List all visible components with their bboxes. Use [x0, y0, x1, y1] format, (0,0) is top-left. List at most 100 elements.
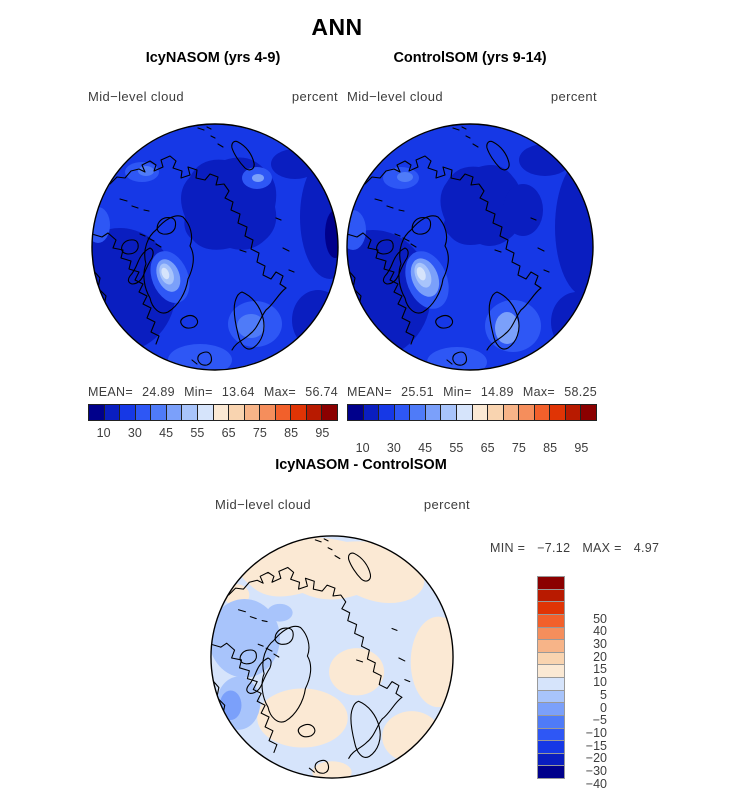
panel-title-icynasom: IcyNASOM (yrs 4-9)	[145, 50, 281, 66]
colorbar-segment	[166, 405, 183, 420]
colorbar-segment	[538, 614, 564, 628]
colorbar-segment	[425, 405, 442, 420]
dark-cloud-region-right-edge	[555, 157, 593, 297]
tick-label: 75	[252, 426, 267, 440]
label-row-right: Mid−level cloud percent	[347, 89, 597, 104]
light-cloud-bottom-center	[427, 347, 487, 370]
colorbar-segment	[538, 766, 564, 778]
tick-label: 95	[315, 426, 330, 440]
tick-label: 5	[600, 687, 607, 702]
negative-diff-region-beaufort	[211, 598, 280, 678]
colorbar-segment	[104, 405, 121, 420]
colorbar-difference	[537, 576, 565, 779]
tick-label: 95	[574, 441, 589, 455]
colorbar-segment	[538, 741, 564, 754]
panel-title-difference: IcyNASOM - ControlSOM	[275, 457, 447, 473]
colorbar-segment	[456, 405, 473, 420]
positive-diff-region-top	[237, 537, 425, 604]
colorbar-segment	[550, 405, 566, 420]
stats-row-icynasom: MEAN= 24.89 Min= 13.64 Max= 56.74	[88, 385, 338, 399]
tick-label: 75	[511, 441, 526, 455]
tick-label: 10	[593, 675, 607, 690]
field-label: Mid−level cloud	[88, 89, 184, 104]
colorbar-segment	[538, 640, 564, 653]
positive-diff-region-center	[329, 648, 385, 696]
units-label: percent	[423, 497, 470, 512]
icynasom-map	[91, 123, 339, 371]
difference-map	[210, 535, 454, 779]
map-outline	[210, 535, 454, 779]
tick-label: 20	[593, 649, 607, 664]
colorbar-segment	[538, 652, 564, 666]
tick-label: 0	[600, 700, 607, 715]
tick-label: −15	[585, 738, 607, 753]
colorbar-segment	[538, 602, 564, 615]
colorbar-segment	[291, 405, 307, 420]
dark-cloud-region-north-america	[347, 230, 431, 358]
colorbar-segment	[379, 405, 395, 420]
colorbar-segment	[275, 405, 292, 420]
positive-diff-region-bottom-right	[382, 711, 442, 763]
tick-label: 55	[449, 441, 464, 455]
tick-label: −40	[585, 776, 607, 788]
colorbar-segment	[538, 627, 564, 641]
colorbar-segment	[538, 589, 564, 603]
dark-cloud-region-north-america	[92, 228, 176, 352]
colorbar-segment	[410, 405, 426, 420]
field-label: Mid−level cloud	[347, 89, 443, 104]
panel-title-controlsom: ControlSOM (yrs 9-14)	[393, 50, 547, 66]
max-label: Max=	[263, 385, 297, 399]
mean-value: 24.89	[142, 385, 175, 399]
tick-label: 85	[284, 426, 299, 440]
colorbar-segment	[534, 405, 551, 420]
tick-label: 30	[593, 637, 607, 652]
colorbar-segment	[120, 405, 136, 420]
min-label: MIN =	[490, 541, 526, 555]
colorbar-segment	[581, 405, 596, 420]
tick-label: 65	[480, 441, 495, 455]
tick-label: 65	[221, 426, 236, 440]
colorbar-ticks-icynasom: 10 30 45 55 65 75 85 95	[88, 426, 338, 441]
colorbar-segment	[182, 405, 198, 420]
label-row-difference: Mid−level cloud percent	[215, 497, 470, 512]
negative-diff-region-left-bottom-core	[219, 690, 242, 720]
light-cloud-chukchi-core	[138, 166, 154, 176]
colorbar-segment	[348, 405, 364, 420]
tick-label: 85	[543, 441, 558, 455]
colorbar-segment	[538, 678, 564, 691]
tick-label: 30	[386, 441, 401, 455]
map-outline	[346, 123, 594, 371]
stats-row-difference: MIN = −7.12 MAX = 4.97	[490, 541, 659, 555]
colorbar-segment	[151, 405, 167, 420]
colorbar-segment	[244, 405, 261, 420]
positive-diff-region-bottom-center	[312, 761, 352, 778]
min-value: 13.64	[221, 385, 255, 399]
colorbar-ticks-controlsom: 10 30 45 55 65 75 85 95	[347, 441, 597, 456]
tick-label: 45	[159, 426, 174, 440]
tick-label: 10	[355, 441, 370, 455]
mean-label: MEAN=	[347, 385, 392, 399]
light-cloud-scandinavia-core	[237, 314, 265, 338]
light-cloud-chukchi-core	[397, 172, 413, 182]
colorbar-segment	[503, 405, 520, 420]
min-label: Min=	[184, 385, 213, 399]
colorbar-ticks-difference: 50 40 30 20 15 10 5 0 −5 −10 −15 −20 −30…	[567, 606, 607, 788]
dark-cloud-region-central-arctic	[440, 164, 522, 246]
colorbar-segment	[89, 405, 105, 420]
controlsom-map	[346, 123, 594, 371]
positive-diff-region-canada	[257, 688, 348, 748]
light-cloud-greenland-group	[405, 251, 449, 309]
tick-label: 40	[593, 624, 607, 639]
tick-label: −20	[585, 751, 607, 766]
colorbar-segment	[519, 405, 535, 420]
colorbar-segment	[538, 753, 564, 767]
stats-row-controlsom: MEAN= 25.51 Min= 14.89 Max= 58.25	[347, 385, 597, 399]
mean-value: 25.51	[401, 385, 434, 399]
tick-label: 45	[418, 441, 433, 455]
dark-cloud-region-siberia	[503, 184, 543, 236]
field-label: Mid−level cloud	[215, 497, 311, 512]
colorbar-segment	[135, 405, 152, 420]
colorbar-segment	[441, 405, 457, 420]
label-row-left: Mid−level cloud percent	[88, 89, 338, 104]
